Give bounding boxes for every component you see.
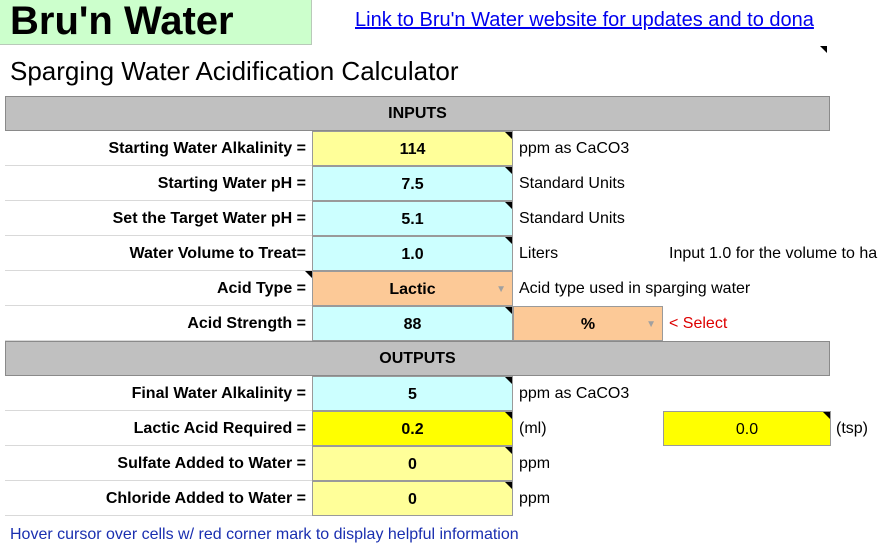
sulfate-added-output: 0 — [312, 446, 513, 481]
sulfate-added-unit: ppm — [519, 455, 551, 472]
water-volume-label: Water Volume to Treat= — [5, 236, 312, 271]
acid-required-ml-output: 0.2 — [312, 411, 513, 446]
chloride-added-label: Chloride Added to Water = — [5, 481, 312, 516]
acid-strength-label: Acid Strength = — [5, 306, 312, 341]
target-ph-label: Set the Target Water pH = — [5, 201, 312, 236]
starting-alkalinity-input[interactable]: 114 — [312, 131, 513, 166]
water-volume-unit: Liters — [519, 245, 559, 262]
app-title: Bru'n Water — [0, 0, 312, 45]
starting-alkalinity-label: Starting Water Alkalinity = — [5, 131, 312, 166]
select-hint: < Select — [669, 315, 728, 332]
comment-marker-icon[interactable] — [820, 46, 827, 53]
final-alkalinity-output: 5 — [312, 376, 513, 411]
dropdown-arrow-icon[interactable]: ▼ — [496, 284, 506, 295]
calculator-title: Sparging Water Acidification Calculator — [10, 56, 459, 86]
target-ph-unit: Standard Units — [519, 210, 625, 227]
acid-required-ml-unit: (ml) — [519, 420, 547, 437]
acid-type-select[interactable]: Lactic ▼ — [312, 271, 513, 306]
final-alkalinity-label: Final Water Alkalinity = — [5, 376, 312, 411]
sulfate-added-label: Sulfate Added to Water = — [5, 446, 312, 481]
acid-type-label: Acid Type = — [5, 271, 312, 306]
acid-required-label: Lactic Acid Required = — [5, 411, 312, 446]
starting-ph-input[interactable]: 7.5 — [312, 166, 513, 201]
water-volume-note: Input 1.0 for the volume to ha — [669, 245, 878, 262]
starting-ph-unit: Standard Units — [519, 175, 625, 192]
strength-unit-value: % — [580, 316, 596, 333]
acid-required-tsp-output: 0.0 — [663, 411, 831, 446]
starting-ph-label: Starting Water pH = — [5, 166, 312, 201]
starting-alkalinity-unit: ppm as CaCO3 — [519, 140, 630, 157]
website-link[interactable]: Link to Bru'n Water website for updates … — [355, 9, 814, 31]
help-footnote: Hover cursor over cells w/ red corner ma… — [10, 526, 519, 543]
target-ph-input[interactable]: 5.1 — [312, 201, 513, 236]
acid-type-value: Lactic — [389, 281, 436, 298]
strength-unit-select[interactable]: % ▼ — [513, 306, 663, 341]
acid-required-tsp-unit: (tsp) — [836, 420, 868, 437]
inputs-section-header: INPUTS — [5, 96, 830, 131]
final-alkalinity-unit: ppm as CaCO3 — [519, 385, 630, 402]
water-volume-input[interactable]: 1.0 — [312, 236, 513, 271]
chloride-added-unit: ppm — [519, 490, 551, 507]
chloride-added-output: 0 — [312, 481, 513, 516]
acid-strength-input[interactable]: 88 — [312, 306, 513, 341]
dropdown-arrow-icon[interactable]: ▼ — [646, 319, 656, 330]
outputs-section-header: OUTPUTS — [5, 341, 830, 376]
acid-type-unit: Acid type used in sparging water — [519, 280, 751, 297]
